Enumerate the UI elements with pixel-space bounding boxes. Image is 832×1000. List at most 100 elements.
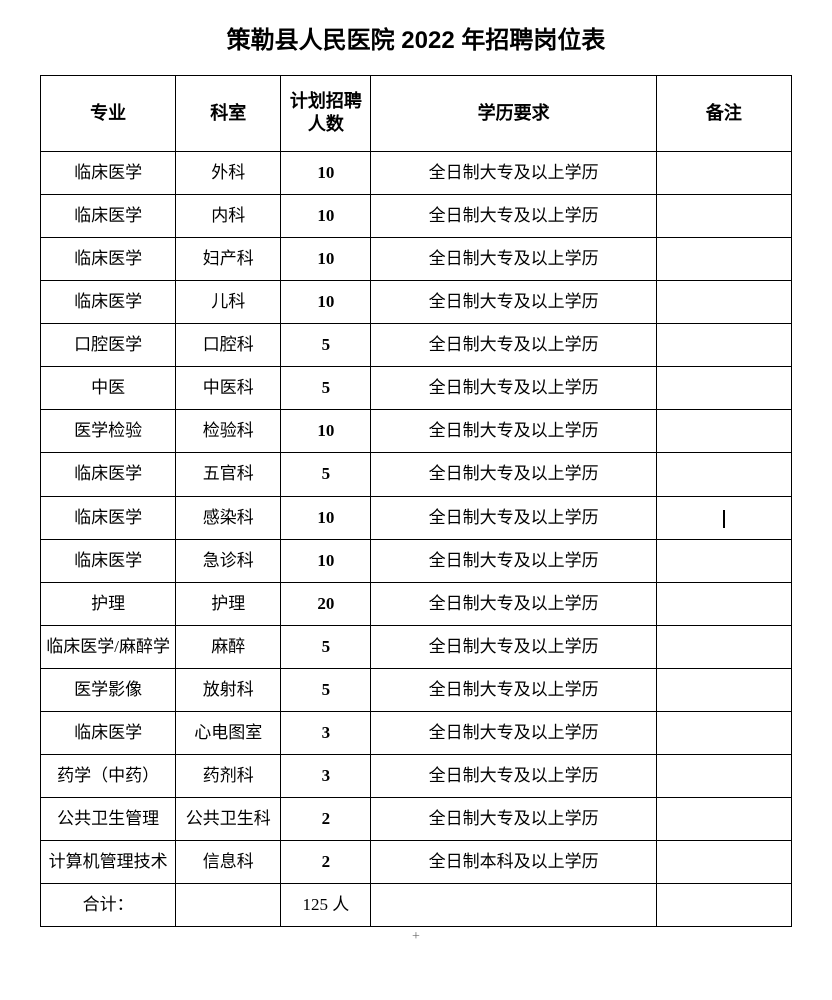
cell-education: 全日制大专及以上学历: [371, 712, 656, 755]
cell-note: [656, 410, 791, 453]
table-row: 临床医学五官科5全日制大专及以上学历: [41, 453, 792, 496]
cell-major: 临床医学: [41, 712, 176, 755]
cell-department: 护理: [176, 582, 281, 625]
cell-note: [656, 755, 791, 798]
cell-department: 中医科: [176, 367, 281, 410]
cell-department: 检验科: [176, 410, 281, 453]
cell-education: 全日制大专及以上学历: [371, 582, 656, 625]
cell-count: 2: [281, 841, 371, 884]
cell-note: [656, 625, 791, 668]
cell-major: 临床医学: [41, 496, 176, 539]
cell-note: [656, 453, 791, 496]
cell-major: 临床医学: [41, 194, 176, 237]
cell-education: 全日制大专及以上学历: [371, 367, 656, 410]
cell-education: 全日制大专及以上学历: [371, 194, 656, 237]
cell-count: 2: [281, 798, 371, 841]
table-row: 临床医学内科10全日制大专及以上学历: [41, 194, 792, 237]
cell-count: 20: [281, 582, 371, 625]
table-row: 计算机管理技术信息科2全日制本科及以上学历: [41, 841, 792, 884]
table-row: 临床医学儿科10全日制大专及以上学历: [41, 281, 792, 324]
cell-count: 5: [281, 625, 371, 668]
cell-count: 10: [281, 496, 371, 539]
cell-education: 全日制大专及以上学历: [371, 798, 656, 841]
cell-department: 放射科: [176, 668, 281, 711]
cell-major: 中医: [41, 367, 176, 410]
cell-major: 临床医学: [41, 281, 176, 324]
cell-note: [656, 539, 791, 582]
cell-major: 医学检验: [41, 410, 176, 453]
cell-major: 公共卫生管理: [41, 798, 176, 841]
cell-major: 计算机管理技术: [41, 841, 176, 884]
cell-education: 全日制大专及以上学历: [371, 453, 656, 496]
table-row: 公共卫生管理公共卫生科2全日制大专及以上学历: [41, 798, 792, 841]
cell-major: 临床医学: [41, 151, 176, 194]
cell-note: [656, 841, 791, 884]
cell-department: 内科: [176, 194, 281, 237]
cell-department: 麻醉: [176, 625, 281, 668]
cell-department: 药剂科: [176, 755, 281, 798]
cell-major: 护理: [41, 582, 176, 625]
header-note: 备注: [656, 76, 791, 152]
cell-note: [656, 237, 791, 280]
cell-note: [656, 798, 791, 841]
table-row: 临床医学妇产科10全日制大专及以上学历: [41, 237, 792, 280]
cell-count: 3: [281, 755, 371, 798]
cell-note: [656, 151, 791, 194]
cell-major: 临床医学: [41, 539, 176, 582]
cell-education: 全日制大专及以上学历: [371, 151, 656, 194]
cell-note: [656, 668, 791, 711]
cell-department: 心电图室: [176, 712, 281, 755]
cell-count: 5: [281, 324, 371, 367]
table-row: 临床医学心电图室3全日制大专及以上学历: [41, 712, 792, 755]
cell-department: 外科: [176, 151, 281, 194]
table-row: 医学检验检验科10全日制大专及以上学历: [41, 410, 792, 453]
cell-major: 口腔医学: [41, 324, 176, 367]
table-header-row: 专业 科室 计划招聘人数 学历要求 备注: [41, 76, 792, 152]
cell-count: 10: [281, 151, 371, 194]
cell-count: 10: [281, 194, 371, 237]
cell-note: [656, 324, 791, 367]
cell-education: 全日制大专及以上学历: [371, 755, 656, 798]
page-break-marker: +: [40, 929, 792, 945]
header-education: 学历要求: [371, 76, 656, 152]
cell-department: 儿科: [176, 281, 281, 324]
cell-education: 全日制大专及以上学历: [371, 237, 656, 280]
table-row: 药学（中药）药剂科3全日制大专及以上学历: [41, 755, 792, 798]
cell-major: 医学影像: [41, 668, 176, 711]
cell-department: 感染科: [176, 496, 281, 539]
cell-education: 全日制大专及以上学历: [371, 496, 656, 539]
cell-major: 临床医学: [41, 237, 176, 280]
cell-education: 全日制大专及以上学历: [371, 281, 656, 324]
cell-note: [656, 281, 791, 324]
recruitment-table: 专业 科室 计划招聘人数 学历要求 备注 临床医学外科10全日制大专及以上学历临…: [40, 75, 792, 927]
cell-total-count: 125 人: [281, 884, 371, 927]
header-department: 科室: [176, 76, 281, 152]
cell-count: 10: [281, 237, 371, 280]
table-row: 临床医学急诊科10全日制大专及以上学历: [41, 539, 792, 582]
table-row: 医学影像放射科5全日制大专及以上学历: [41, 668, 792, 711]
header-count: 计划招聘人数: [281, 76, 371, 152]
cell-count: 5: [281, 668, 371, 711]
cell-total-label: 合计：: [41, 884, 176, 927]
table-row: 中医中医科5全日制大专及以上学历: [41, 367, 792, 410]
cell-empty: [371, 884, 656, 927]
cell-note: [656, 582, 791, 625]
cell-note: [656, 367, 791, 410]
cell-count: 10: [281, 539, 371, 582]
cell-education: 全日制大专及以上学历: [371, 539, 656, 582]
table-row: 临床医学外科10全日制大专及以上学历: [41, 151, 792, 194]
cell-count: 5: [281, 367, 371, 410]
cell-education: 全日制大专及以上学历: [371, 410, 656, 453]
cell-department: 口腔科: [176, 324, 281, 367]
cell-major: 临床医学/麻醉学: [41, 625, 176, 668]
page-title: 策勒县人民医院 2022 年招聘岗位表: [40, 20, 792, 55]
table-total-row: 合计： 125 人: [41, 884, 792, 927]
cell-department: 五官科: [176, 453, 281, 496]
cell-major: 临床医学: [41, 453, 176, 496]
cell-department: 急诊科: [176, 539, 281, 582]
cell-department: 公共卫生科: [176, 798, 281, 841]
cell-count: 5: [281, 453, 371, 496]
table-row: 口腔医学口腔科5全日制大专及以上学历: [41, 324, 792, 367]
cell-note: [656, 712, 791, 755]
table-row: 护理护理20全日制大专及以上学历: [41, 582, 792, 625]
